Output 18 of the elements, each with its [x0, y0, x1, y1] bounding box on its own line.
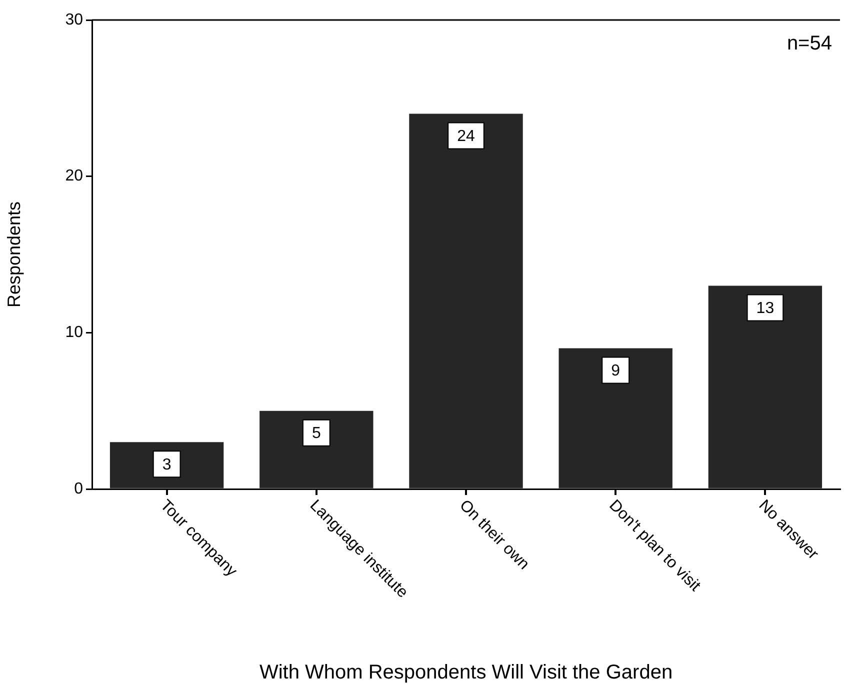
x-tick-label: On their own — [456, 496, 532, 574]
data-label: 24 — [457, 128, 475, 146]
annotation: n=54 — [786, 32, 832, 55]
bar — [558, 348, 672, 488]
y-tick-label: 10 — [65, 324, 84, 342]
bar — [409, 114, 523, 488]
bar — [708, 286, 822, 488]
data-label: 3 — [162, 456, 172, 474]
y-tick-label: 30 — [65, 11, 84, 28]
data-label: 13 — [756, 300, 774, 318]
y-tick-label: 0 — [74, 480, 84, 498]
data-label: 9 — [611, 362, 620, 380]
bar — [110, 442, 224, 488]
y-tick-label: 20 — [65, 168, 84, 185]
y-axis-title: Respondents — [4, 201, 24, 308]
bar — [260, 410, 374, 488]
x-axis-title: With Whom Respondents Will Visit the Garden — [259, 662, 673, 684]
data-label: 5 — [312, 425, 321, 442]
